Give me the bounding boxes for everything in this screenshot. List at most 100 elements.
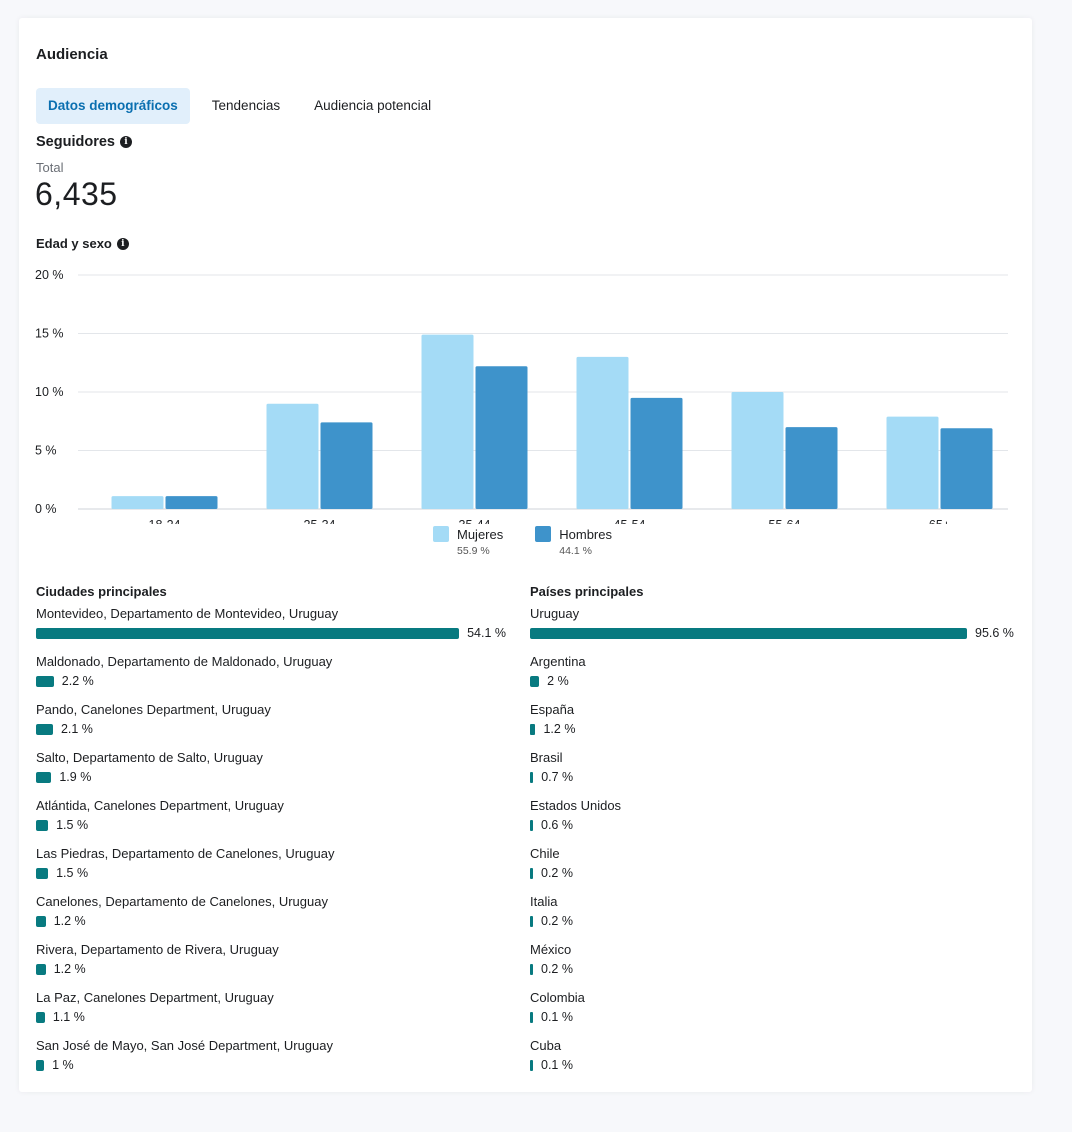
country-share-bar bbox=[530, 819, 533, 831]
city-share-bar bbox=[36, 867, 49, 879]
city-label: Montevideo, Departamento de Montevideo, … bbox=[36, 606, 339, 621]
y-tick-label: 20 % bbox=[35, 268, 64, 282]
country-list-item: Brasil 0.7 % bbox=[530, 750, 1020, 798]
country-label: México bbox=[530, 942, 572, 957]
legend-item-men[interactable]: Hombres 44.1 % bbox=[535, 526, 612, 557]
country-share-bar bbox=[530, 867, 533, 879]
city-label: Maldonado, Departamento de Maldonado, Ur… bbox=[36, 654, 333, 669]
city-share-bar bbox=[36, 771, 52, 783]
country-share-bar bbox=[530, 627, 967, 639]
city-label: Las Piedras, Departamento de Canelones, … bbox=[36, 846, 335, 861]
country-share-value: 1.2 % bbox=[543, 722, 576, 736]
top-countries-heading: Países principales bbox=[530, 584, 644, 599]
country-share-value: 0.2 % bbox=[541, 962, 573, 976]
city-share-bar bbox=[36, 627, 460, 639]
city-list-item: Montevideo, Departamento de Montevideo, … bbox=[36, 606, 506, 654]
country-share-bar bbox=[530, 915, 533, 927]
city-list-item: San José de Mayo, San José Department, U… bbox=[36, 1038, 506, 1086]
country-share-value: 0.7 % bbox=[541, 770, 574, 784]
country-label: Cuba bbox=[530, 1038, 562, 1053]
city-label: Atlántida, Canelones Department, Uruguay bbox=[36, 798, 284, 813]
city-share-value: 54.1 % bbox=[467, 626, 506, 640]
country-list-item: Uruguay 95.6 % bbox=[530, 606, 1020, 654]
country-list-item: Colombia 0.1 % bbox=[530, 990, 1020, 1038]
x-tick-label: 45-54 bbox=[614, 518, 646, 524]
age-gender-heading-label: Edad y sexo bbox=[36, 236, 112, 251]
city-label: San José de Mayo, San José Department, U… bbox=[36, 1038, 333, 1053]
bar-women-65+[interactable] bbox=[886, 416, 939, 509]
bar-men-35-44[interactable] bbox=[475, 366, 528, 509]
x-tick-label: 65+ bbox=[929, 518, 950, 524]
country-label: Estados Unidos bbox=[530, 798, 622, 813]
city-label: Salto, Departamento de Salto, Uruguay bbox=[36, 750, 263, 765]
bar-men-65+[interactable] bbox=[940, 428, 993, 509]
country-share-bar bbox=[530, 675, 540, 687]
city-share-value: 1.2 % bbox=[53, 962, 86, 976]
bar-men-55-64[interactable] bbox=[785, 427, 838, 509]
city-share-value: 1.9 % bbox=[59, 770, 92, 784]
bar-women-55-64[interactable] bbox=[731, 392, 784, 509]
chart-legend: Mujeres 55.9 % Hombres 44.1 % bbox=[433, 526, 644, 557]
city-share-value: 1.5 % bbox=[56, 818, 89, 832]
country-label: Chile bbox=[530, 846, 560, 861]
country-label: Argentina bbox=[530, 654, 586, 669]
city-list-item: Rivera, Departamento de Rivera, Uruguay 1… bbox=[36, 942, 506, 990]
city-label: Rivera, Departamento de Rivera, Uruguay bbox=[36, 942, 279, 957]
info-icon[interactable]: i bbox=[116, 237, 129, 250]
info-icon[interactable]: i bbox=[119, 136, 132, 148]
country-share-bar bbox=[530, 771, 534, 783]
tab-bar: Datos demográficos Tendencias Audiencia … bbox=[36, 88, 453, 124]
city-label: Pando, Canelones Department, Uruguay bbox=[36, 702, 271, 717]
city-share-bar bbox=[36, 723, 53, 735]
country-share-value: 2 % bbox=[547, 674, 569, 688]
country-share-value: 0.1 % bbox=[541, 1058, 573, 1072]
bar-women-35-44[interactable] bbox=[421, 334, 474, 509]
country-list-item: Argentina 2 % bbox=[530, 654, 1020, 702]
country-share-value: 0.6 % bbox=[541, 818, 573, 832]
city-share-bar bbox=[36, 675, 54, 687]
city-label: La Paz, Canelones Department, Uruguay bbox=[36, 990, 274, 1005]
total-followers-value: 6,435 bbox=[35, 176, 118, 212]
top-countries-list: Países principales Uruguay 95.6 % Argentin… bbox=[530, 584, 1020, 1086]
top-cities-list: Ciudades principales Montevideo, Departa… bbox=[36, 584, 506, 1086]
city-list-item: Maldonado, Departamento de Maldonado, Ur… bbox=[36, 654, 506, 702]
country-share-value: 95.6 % bbox=[975, 626, 1014, 640]
city-label: Canelones, Departamento de Canelones, Ur… bbox=[36, 894, 328, 909]
country-list-item: México 0.2 % bbox=[530, 942, 1020, 990]
x-tick-label: 18-24 bbox=[149, 518, 181, 524]
x-tick-label: 55-64 bbox=[769, 518, 801, 524]
country-share-bar bbox=[530, 1011, 533, 1023]
bar-women-45-54[interactable] bbox=[576, 356, 629, 509]
bar-women-25-34[interactable] bbox=[266, 403, 319, 509]
bar-men-18-24[interactable] bbox=[165, 496, 218, 509]
followers-heading: Seguidores i bbox=[36, 134, 132, 150]
city-list-item: Salto, Departamento de Salto, Uruguay 1.9… bbox=[36, 750, 506, 798]
legend-share-men: 44.1 % bbox=[559, 545, 592, 557]
legend-swatch-women bbox=[433, 526, 449, 542]
city-share-value: 2.2 % bbox=[61, 674, 94, 688]
bar-men-45-54[interactable] bbox=[630, 397, 683, 509]
country-share-bar bbox=[530, 723, 536, 735]
city-list-item: Las Piedras, Departamento de Canelones, … bbox=[36, 846, 506, 894]
city-share-bar bbox=[36, 1011, 45, 1023]
tab-potential-audience[interactable]: Audiencia potencial bbox=[314, 98, 432, 113]
city-share-value: 1 % bbox=[52, 1058, 74, 1072]
city-share-bar bbox=[36, 1059, 45, 1071]
bar-men-25-34[interactable] bbox=[320, 422, 373, 509]
y-tick-label: 5 % bbox=[35, 444, 57, 458]
bar-women-18-24[interactable] bbox=[111, 496, 164, 509]
audience-card: Audiencia Datos demográficos Tendencias … bbox=[19, 18, 1032, 1092]
y-tick-label: 15 % bbox=[35, 327, 64, 341]
city-list-item: Canelones, Departamento de Canelones, Ur… bbox=[36, 894, 506, 942]
city-share-value: 1.2 % bbox=[53, 914, 86, 928]
tab-trends[interactable]: Tendencias bbox=[211, 98, 281, 113]
total-label: Total bbox=[36, 160, 64, 175]
city-share-bar bbox=[36, 963, 46, 975]
x-tick-label: 25-34 bbox=[304, 518, 336, 524]
tab-demographics[interactable]: Datos demográficos bbox=[36, 88, 190, 124]
legend-item-women[interactable]: Mujeres 55.9 % bbox=[433, 526, 503, 557]
country-label: Colombia bbox=[530, 990, 585, 1005]
legend-label-men: Hombres bbox=[559, 526, 612, 542]
legend-share-women: 55.9 % bbox=[457, 545, 490, 557]
page-title: Audiencia bbox=[36, 46, 108, 63]
